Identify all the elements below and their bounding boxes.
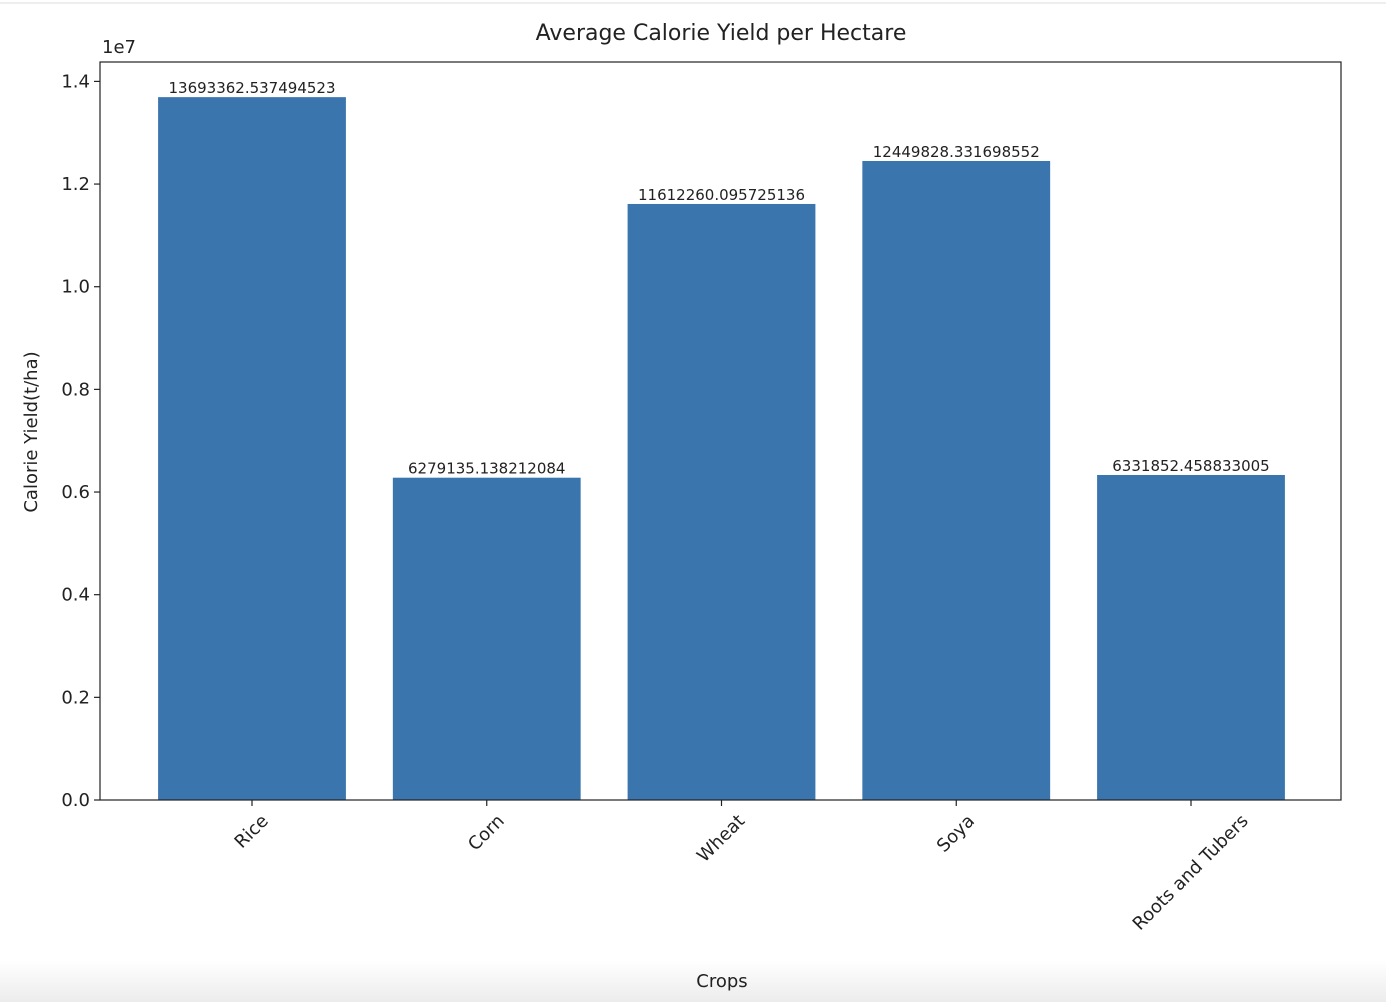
bar <box>862 160 1051 800</box>
bar <box>627 203 816 800</box>
bar <box>392 477 581 800</box>
y-tick-label: 1.0 <box>61 277 90 298</box>
x-axis-title: Crops <box>696 971 747 992</box>
value-label: 6331852.458833005 <box>1112 457 1269 475</box>
x-tick-label: Soya <box>933 811 979 857</box>
value-label: 13693362.537494523 <box>168 79 335 97</box>
y-tick-label: 0.4 <box>61 585 90 606</box>
bar <box>158 97 346 800</box>
y-tick-label: 1.2 <box>61 174 90 195</box>
bar <box>1097 474 1285 800</box>
value-label: 12449828.331698552 <box>873 143 1040 161</box>
y-tick-label: 0.2 <box>61 687 90 708</box>
value-label: 11612260.095725136 <box>638 186 805 204</box>
y-offset-label: 1e7 <box>102 37 136 58</box>
y-tick-label: 0.0 <box>61 790 90 811</box>
x-tick-label: Corn <box>464 811 509 856</box>
y-tick-label: 0.8 <box>61 379 90 400</box>
y-tick-label: 1.4 <box>61 71 90 92</box>
plot-frame <box>99 61 1342 801</box>
chart-title: Average Calorie Yield per Hectare <box>536 21 907 46</box>
y-tick-label: 0.6 <box>61 482 90 503</box>
x-tick-label: Wheat <box>693 811 749 867</box>
bottom-fade <box>0 960 1386 1002</box>
x-tick-label: Rice <box>231 811 273 853</box>
x-tick-label: Roots and Tubers <box>1129 811 1253 935</box>
y-axis-title: Calorie Yield(t/ha) <box>21 351 42 512</box>
value-label: 6279135.138212084 <box>408 460 565 478</box>
